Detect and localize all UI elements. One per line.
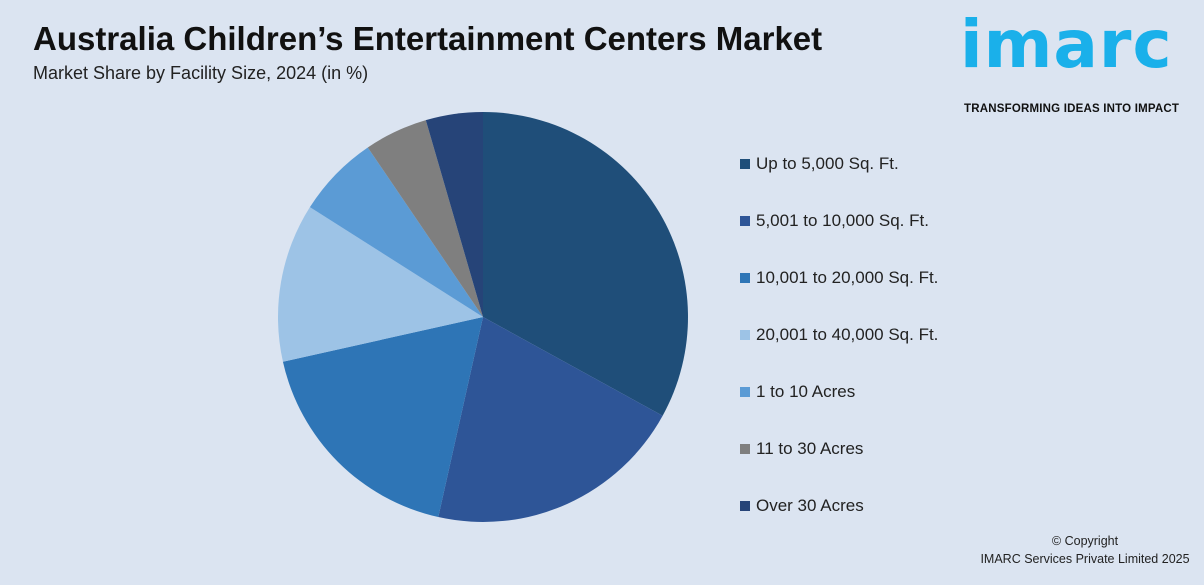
pie-slice-1-to-10-acres (309, 147, 483, 317)
legend-item-11-30-acres: 11 to 30 Acres (740, 439, 863, 459)
legend-swatch (740, 387, 750, 397)
pie-slice-11-to-30-acres (367, 120, 483, 317)
copyright-owner: IMARC Services Private Limited 2025 (980, 552, 1190, 567)
legend-label: Over 30 Acres (756, 496, 864, 515)
copyright-notice: © Copyright IMARC Services Private Limit… (980, 532, 1190, 568)
legend-item-over-30-acres: Over 30 Acres (740, 496, 864, 516)
pie-slice-20-001-to-40-000-sq-ft (278, 207, 483, 362)
pie-slice-over-30-acres (425, 112, 483, 317)
chart-title: Australia Children’s Entertainment Cente… (33, 20, 823, 57)
legend-swatch (740, 216, 750, 226)
logo-wordmark: imarc (960, 6, 1173, 83)
legend-swatch (740, 159, 750, 169)
legend-label: Up to 5,000 Sq. Ft. (756, 154, 899, 173)
legend-label: 20,001 to 40,000 Sq. Ft. (756, 325, 939, 344)
legend-item-5001-10000: 5,001 to 10,000 Sq. Ft. (740, 211, 929, 231)
legend-item-10001-20000: 10,001 to 20,000 Sq. Ft. (740, 268, 938, 288)
pie-slice-5-001-to-10-000-sq-ft (438, 317, 663, 522)
legend-label: 1 to 10 Acres (756, 382, 856, 401)
copyright-line: © Copyright (1051, 534, 1119, 548)
legend-swatch (740, 501, 750, 511)
legend-label: 11 to 30 Acres (756, 439, 864, 458)
legend-swatch (740, 444, 750, 454)
legend-label: 5,001 to 10,000 Sq. Ft. (756, 211, 929, 230)
pie-slice-up-to-5-000-sq-ft (483, 112, 688, 416)
legend-item-up-to-5000: Up to 5,000 Sq. Ft. (740, 154, 899, 174)
legend-label: 10,001 to 20,000 Sq. Ft. (756, 268, 939, 287)
legend-swatch (740, 273, 750, 283)
imarc-logo: imarc TRANSFORMING IDEAS INTO IMPACT (960, 12, 1192, 118)
legend-item-20001-40000: 20,001 to 40,000 Sq. Ft. (740, 325, 938, 345)
legend-item-1-10-acres: 1 to 10 Acres (740, 382, 855, 402)
logo-tagline: TRANSFORMING IDEAS INTO IMPACT (964, 103, 1180, 115)
legend-swatch (740, 330, 750, 340)
pie-slice-10-001-to-20-000-sq-ft (282, 317, 483, 518)
chart-subtitle: Market Share by Facility Size, 2024 (in … (33, 63, 369, 83)
